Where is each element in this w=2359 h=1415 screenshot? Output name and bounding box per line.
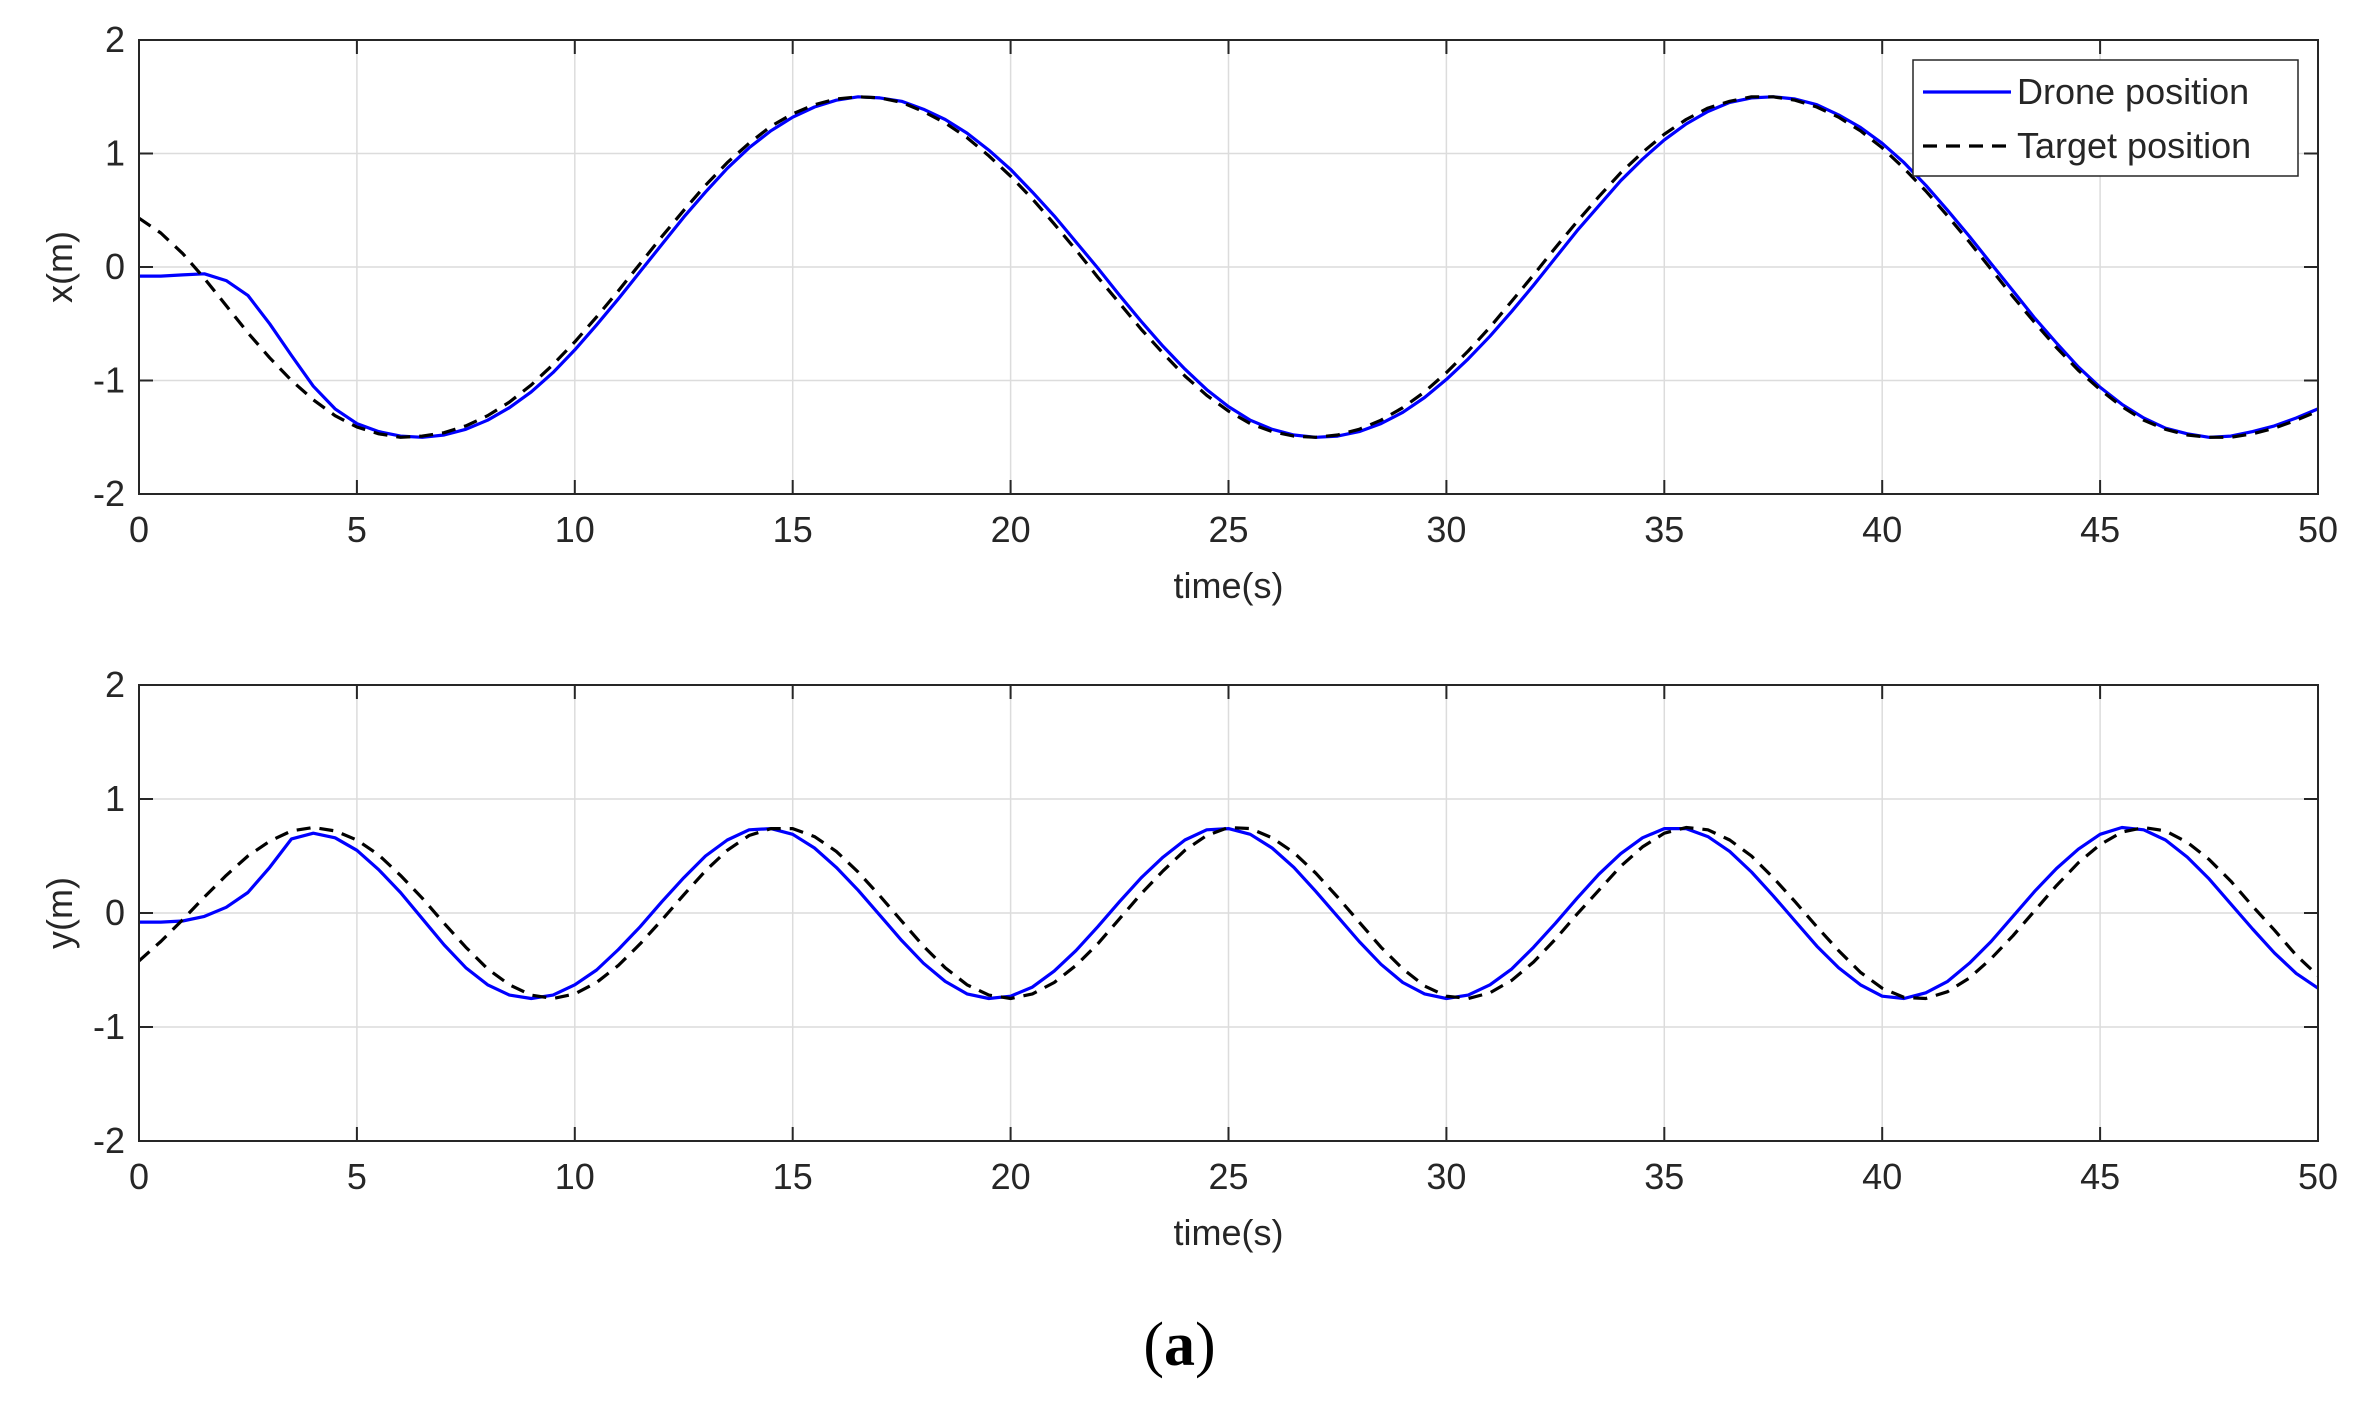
- y-position-plot: 0 5 10 15 20 25 30 35 40 45 50 -2 -1 0 1 2 time(s) y(m): [39, 664, 2338, 1253]
- legend: Drone position Target position: [1912, 59, 2299, 177]
- y-tick-label: 1: [105, 133, 125, 174]
- x-tick-label: 50: [2298, 1156, 2338, 1197]
- y-tick-label: -2: [93, 473, 125, 514]
- x-tick-label: 10: [555, 1156, 595, 1197]
- x-tick-label: 5: [347, 509, 367, 550]
- x-position-plot: 0 5 10 15 20 25 30 35 40 45 50 -2 -1 0 1 2 time(s) x(m) Dr…: [39, 19, 2338, 606]
- drone-position-line: [139, 825, 2319, 1001]
- x-tick-label: 5: [347, 1156, 367, 1197]
- y-tick-label: 2: [105, 664, 125, 705]
- target-position-line: [138, 95, 2319, 439]
- x-tick-label: 30: [1426, 509, 1466, 550]
- drone-position-line: [139, 95, 2319, 439]
- y-tick-label: 1: [105, 778, 125, 819]
- x-tick-label: 45: [2080, 1156, 2120, 1197]
- legend-label: Target position: [2017, 125, 2251, 166]
- x-tick-label: 20: [991, 509, 1031, 550]
- x-tick-label: 45: [2080, 509, 2120, 550]
- legend-box: [1912, 59, 2299, 177]
- x-tick-label: 15: [773, 1156, 813, 1197]
- x-tick-label: 0: [129, 509, 149, 550]
- x-tick-label: 20: [991, 1156, 1031, 1197]
- x-tick-label: 25: [1208, 1156, 1248, 1197]
- y-tick-label: -2: [93, 1120, 125, 1161]
- panel-label: (a): [1143, 1311, 1216, 1379]
- x-tick-label: 10: [555, 509, 595, 550]
- x-tick-label: 35: [1644, 509, 1684, 550]
- x-axis-label: time(s): [1174, 565, 1284, 606]
- x-tick-label: 30: [1426, 1156, 1466, 1197]
- x-tick-label: 35: [1644, 1156, 1684, 1197]
- x-axis-label: time(s): [1174, 1212, 1284, 1253]
- y-tick-label: 0: [105, 892, 125, 933]
- x-tick-label: 40: [1862, 1156, 1902, 1197]
- x-tick-label: 25: [1208, 509, 1248, 550]
- y-tick-label: 0: [105, 246, 125, 287]
- x-tick-label: 0: [129, 1156, 149, 1197]
- y-tick-label: 2: [105, 19, 125, 60]
- x-tick-label: 40: [1862, 509, 1902, 550]
- y-tick-label: -1: [93, 1006, 125, 1047]
- x-tick-label: 15: [773, 509, 813, 550]
- y-axis-label: y(m): [39, 877, 80, 949]
- x-tick-label: 50: [2298, 509, 2338, 550]
- legend-label: Drone position: [2017, 71, 2249, 112]
- target-position-line: [137, 825, 2320, 1001]
- y-tick-label: -1: [93, 360, 125, 401]
- y-axis-label: x(m): [39, 231, 80, 303]
